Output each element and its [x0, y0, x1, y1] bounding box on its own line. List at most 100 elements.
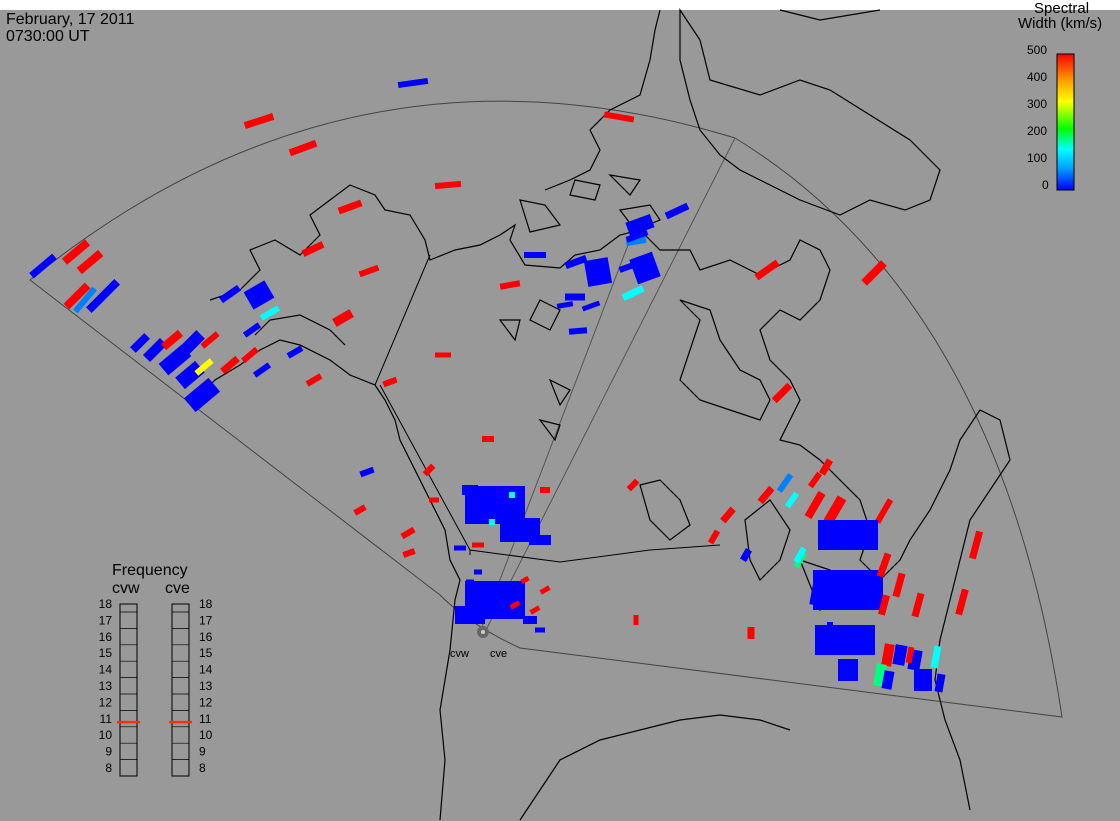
frequency-tick-label: 10	[99, 728, 113, 742]
echo-cell	[807, 471, 823, 489]
frequency-tick-label: 9	[199, 745, 206, 759]
frequency-panel: Frequency cvw cve 18 17 16 15 14 13 12 11 10 9 8 18…	[99, 562, 213, 777]
echo-cell	[523, 616, 537, 624]
echo-cell	[911, 592, 925, 618]
frequency-tick-label: 10	[199, 728, 213, 742]
frequency-title: Frequency	[112, 562, 188, 579]
echo-cell	[472, 542, 484, 548]
echo-cell	[771, 382, 793, 404]
echo-cell	[454, 545, 466, 551]
echo-cell	[626, 478, 640, 492]
echo-cell	[804, 490, 826, 520]
colorbar-tick-0: 0	[1042, 178, 1049, 192]
colorbar-tick-500: 500	[1027, 43, 1047, 57]
echo-cell	[422, 463, 436, 477]
echo-cell	[63, 282, 91, 310]
political-borders	[374, 254, 721, 563]
echo-cell	[878, 594, 890, 616]
echo-cell	[286, 345, 304, 359]
echo-cell	[625, 213, 655, 237]
echo-cell	[241, 346, 259, 364]
echo-cell	[200, 331, 220, 349]
echo-cell	[905, 646, 915, 664]
colorbar-tick-100: 100	[1027, 151, 1047, 165]
echo-cell	[838, 659, 858, 681]
echo-cell	[489, 519, 495, 525]
radar-echoes	[29, 77, 984, 693]
echo-cell	[332, 309, 354, 327]
echo-cell	[400, 526, 416, 540]
colorbar-tick-300: 300	[1027, 97, 1047, 111]
echo-cell	[633, 615, 639, 625]
frequency-radar-cvw: cvw	[112, 580, 140, 597]
echo-cell	[603, 111, 635, 123]
echo-cell	[161, 329, 183, 351]
echo-cell	[466, 579, 474, 585]
frequency-tick-label: 11	[100, 712, 113, 726]
echo-cell	[337, 199, 363, 215]
echo-cell	[243, 113, 275, 129]
echo-cell	[892, 572, 906, 598]
colorbar: Spectral Width (km/s) 500 400 300 200 10…	[1018, 0, 1102, 192]
colorbar-tick-200: 200	[1027, 124, 1047, 138]
echo-cell	[130, 333, 150, 353]
radar-label-cve: cve	[490, 648, 507, 660]
echo-cell	[175, 360, 205, 390]
frequency-tick-label: 14	[199, 663, 213, 677]
echo-cell	[914, 669, 932, 691]
echo-cell	[776, 473, 794, 493]
map-background	[0, 10, 1120, 821]
frequency-tick-label: 13	[199, 679, 213, 693]
echo-cell	[397, 77, 429, 89]
echo-cell	[540, 487, 550, 493]
colorbar-gradient	[1056, 53, 1075, 191]
echo-cell	[259, 305, 281, 321]
echo-cell	[402, 548, 416, 558]
echo-cell	[739, 548, 753, 562]
echo-cell	[568, 327, 588, 335]
frequency-tick-label: 14	[99, 663, 113, 677]
echo-cell	[556, 301, 574, 309]
echo-cell	[754, 259, 780, 281]
echo-cell	[892, 644, 908, 666]
echo-cell	[520, 575, 530, 585]
echo-cell	[29, 253, 57, 279]
echo-cell	[968, 530, 984, 560]
echo-cell	[539, 585, 551, 595]
echo-cell	[218, 284, 242, 304]
date-label: February, 17 2011	[6, 11, 134, 28]
echo-cell	[757, 485, 775, 505]
echo-cell	[429, 497, 439, 503]
echo-cell	[61, 239, 91, 265]
echo-cell	[707, 529, 721, 545]
echo-cell	[793, 546, 807, 564]
echo-cell	[809, 584, 821, 606]
echo-cell	[535, 627, 545, 633]
frequency-tick-label: 8	[199, 761, 206, 775]
echo-cell	[382, 376, 398, 388]
echo-cell	[881, 670, 895, 690]
echo-cell	[142, 337, 168, 363]
colorbar-title-line1: Spectral	[1034, 0, 1089, 17]
echo-cell	[818, 520, 878, 550]
echo-cell	[353, 504, 367, 516]
frequency-tick-label: 12	[99, 695, 113, 709]
echo-cell	[621, 285, 645, 301]
echo-cell	[629, 251, 661, 285]
echo-cell	[462, 485, 478, 495]
echo-cell	[564, 254, 588, 270]
echo-cell	[305, 373, 323, 387]
echo-cell	[827, 622, 833, 638]
frequency-tick-label: 18	[199, 597, 213, 611]
echo-cell	[818, 458, 834, 476]
echo-cell	[194, 358, 214, 376]
echo-cell	[482, 436, 494, 442]
echo-cell	[158, 344, 192, 376]
echo-cell	[529, 605, 541, 615]
frequency-tick-label: 15	[99, 646, 113, 660]
frequency-tick-label: 13	[99, 679, 113, 693]
frequency-tick-label: 18	[99, 597, 113, 611]
echo-cell	[509, 492, 515, 498]
frequency-tick-label: 9	[105, 745, 112, 759]
